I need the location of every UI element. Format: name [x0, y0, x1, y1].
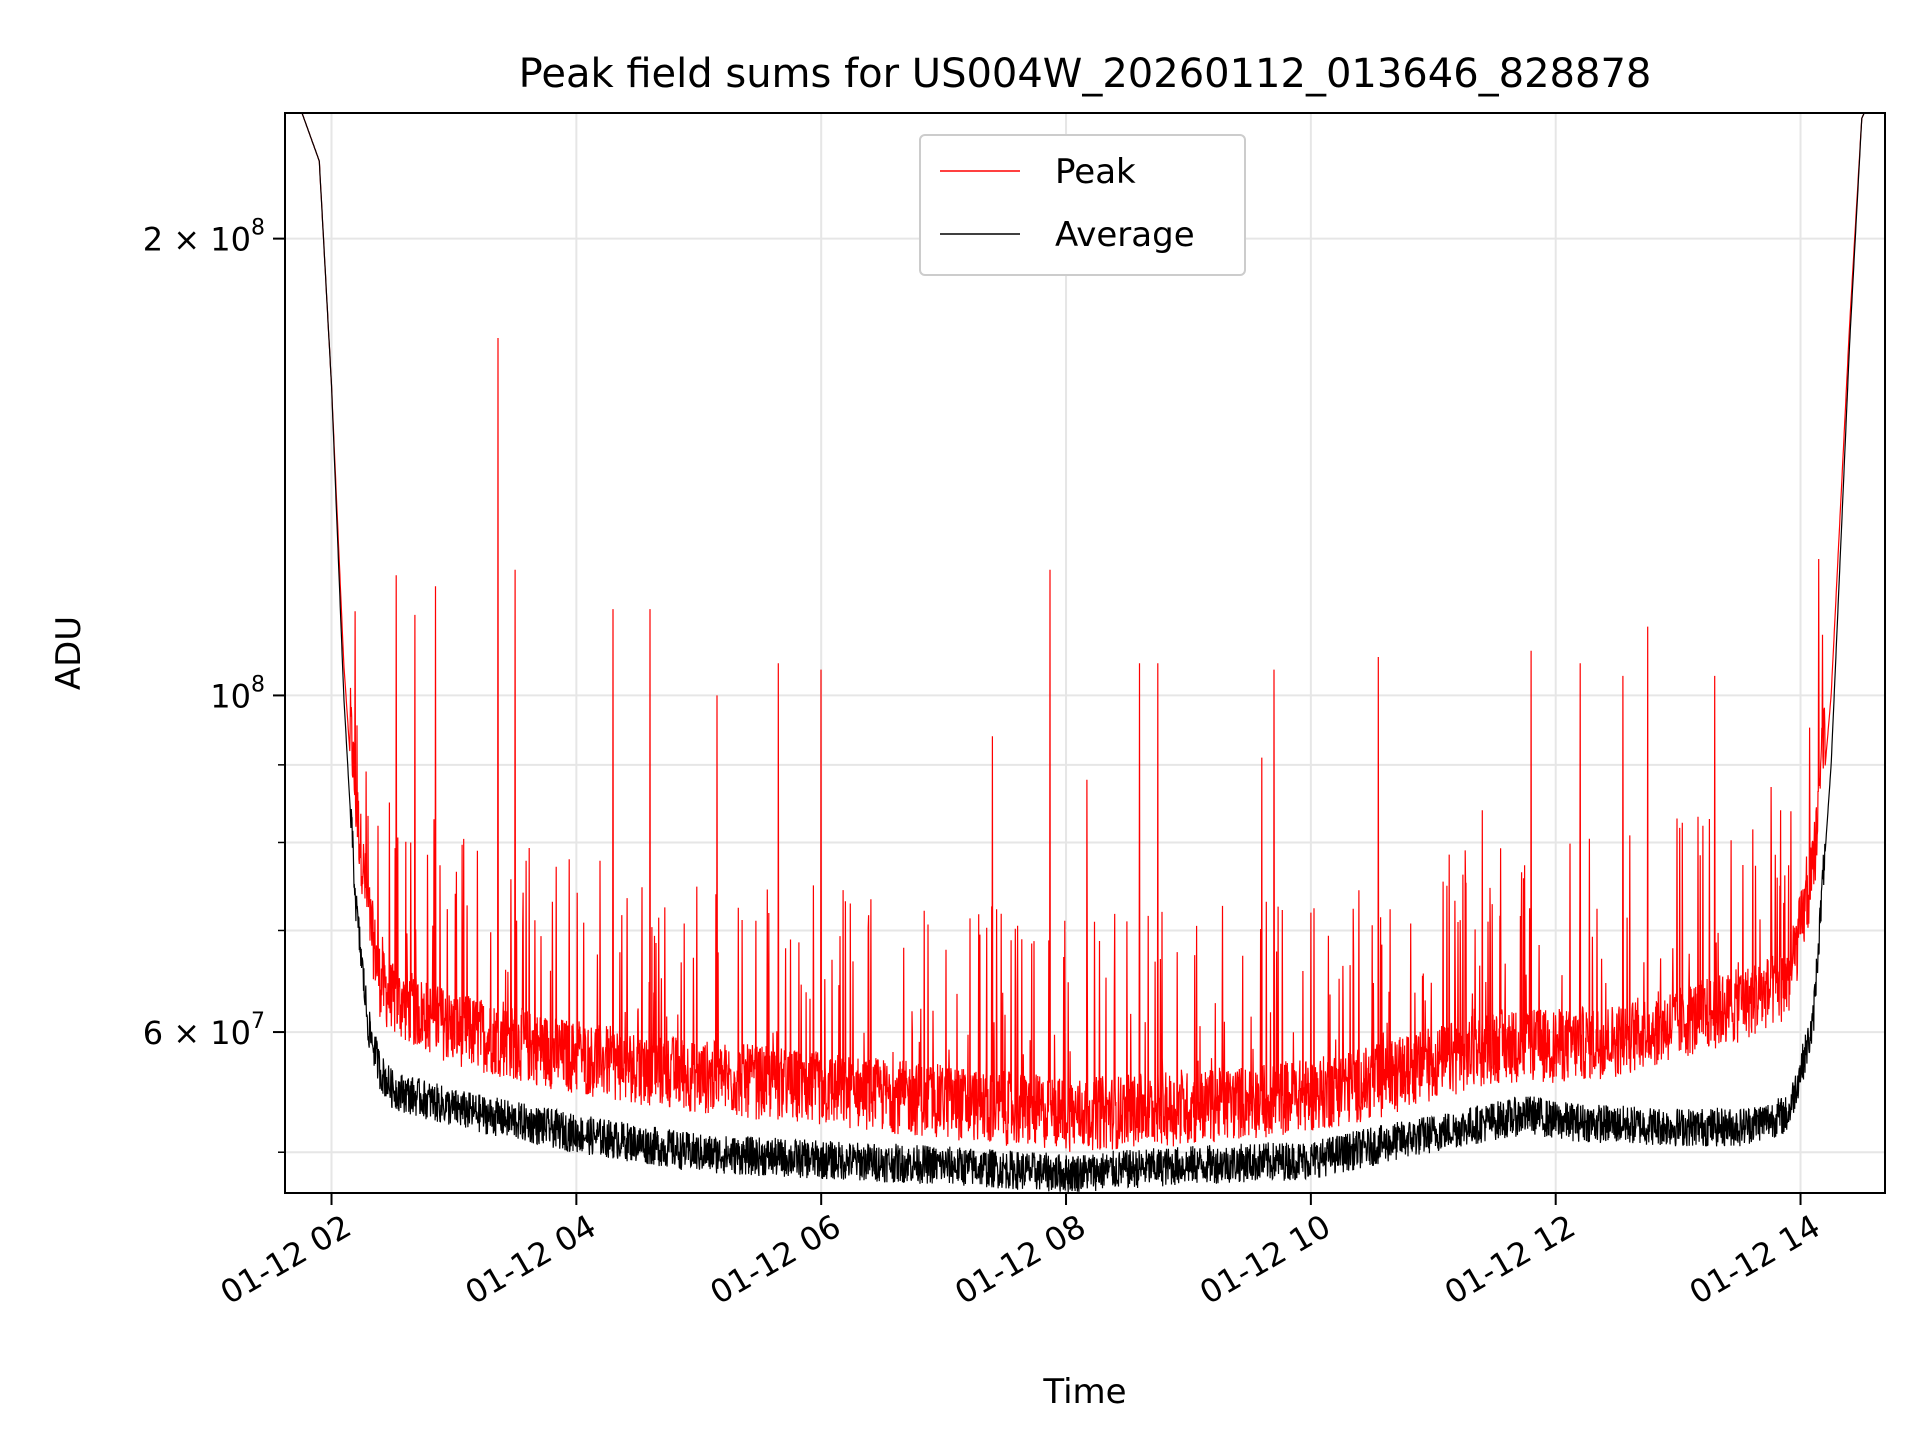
series-line-peak	[301, 113, 1865, 1152]
y-axis-label: ADU	[49, 616, 89, 690]
series-layer	[301, 113, 1865, 1193]
y-tick-label: 6 × 107	[143, 1009, 265, 1052]
y-tick-label-exponent: 7	[251, 1009, 265, 1034]
axes-frame	[284, 112, 1886, 1194]
legend-box	[919, 134, 1246, 276]
grid-lines	[285, 113, 1885, 1193]
y-tick-label-base: 2 × 10	[143, 221, 251, 259]
y-tick-label-exponent: 8	[251, 216, 265, 241]
y-tick-label-base: 6 × 10	[143, 1014, 251, 1052]
y-tick-label: 108	[210, 672, 265, 715]
chart-title: Peak field sums for US004W_20260112_0136…	[519, 51, 1652, 97]
legend: Peak Average	[919, 134, 1246, 276]
x-axis-label: Time	[1042, 1372, 1126, 1412]
y-tick-label-base: 10	[210, 677, 251, 715]
legend-label-average: Average	[1055, 215, 1195, 255]
y-tick-label-exponent: 8	[251, 672, 265, 697]
series-line-average	[301, 113, 1865, 1193]
legend-label-peak: Peak	[1055, 152, 1136, 192]
y-tick-label: 2 × 108	[143, 216, 265, 259]
